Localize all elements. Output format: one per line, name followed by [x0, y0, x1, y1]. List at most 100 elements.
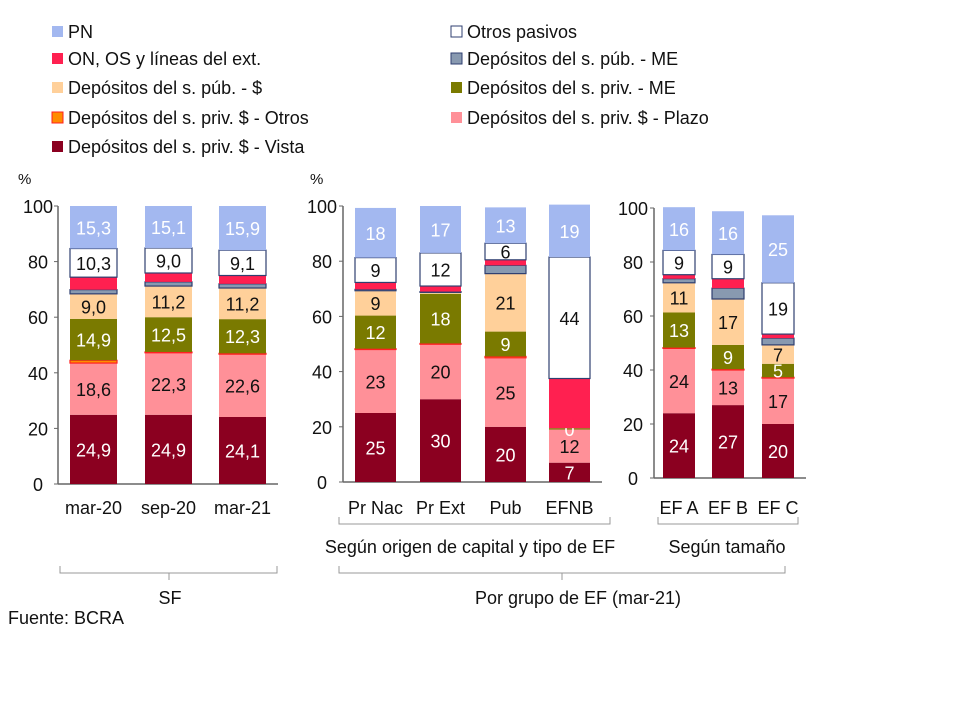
legend-label-pub_ars: Depósitos del s. púb. - $	[68, 78, 262, 98]
bar-segment-priv_vista	[70, 414, 117, 484]
bar-segment-pub_me	[69, 289, 118, 295]
y-tick-label: 80	[312, 252, 332, 272]
bar-segment-priv_me	[70, 318, 117, 361]
data-label-otros_pasivos: 9	[370, 261, 380, 281]
y-tick-label: 60	[623, 307, 643, 327]
data-label-pub_ars: 9	[370, 294, 380, 314]
data-label-priv_plazo: 18,6	[76, 380, 111, 400]
bar-segment-pub_ars	[355, 290, 396, 316]
bar-segment-priv_vista	[712, 405, 744, 478]
data-label-pub_ars: 11	[670, 289, 689, 309]
data-label-pn: 16	[718, 224, 738, 244]
bar-segment-on	[70, 277, 117, 290]
y-tick-label: 40	[623, 361, 643, 381]
y-tick-label: 0	[33, 475, 43, 495]
data-label-otros_pasivos: 9,1	[230, 254, 255, 274]
bar-segment-otros_pasivos	[548, 256, 591, 380]
data-label-priv_plazo: 23	[365, 372, 385, 392]
data-label-priv_me: 18	[430, 310, 450, 330]
data-label-priv_me: 5	[773, 362, 783, 382]
bar-segment-pn	[219, 206, 266, 251]
bar-segment-on	[355, 282, 396, 290]
data-label-priv_plazo: 20	[430, 363, 450, 383]
y-tick-label: 100	[307, 197, 337, 217]
data-label-pub_ars: 7	[773, 345, 783, 365]
bar-segment-priv_plazo	[549, 429, 590, 463]
bar-segment-priv_vista	[219, 417, 266, 484]
data-label-priv_plazo: 13	[718, 379, 738, 399]
y-axis-unit: %	[310, 171, 323, 188]
bar-segment-priv_otros	[354, 348, 397, 351]
bar-segment-priv_me	[663, 312, 695, 348]
data-label-priv_me: 12,5	[151, 326, 186, 346]
legend-swatch-pub_me	[450, 52, 463, 65]
bar-segment-priv_vista	[420, 399, 461, 482]
data-label-priv_plazo: 25	[495, 383, 515, 403]
bar-segment-pub_me	[144, 281, 193, 287]
bar-segment-on	[712, 278, 744, 289]
bar-segment-on	[663, 274, 695, 279]
bar-segment-priv_me	[145, 317, 192, 352]
bar-segment-otros_pasivos	[662, 249, 696, 276]
data-label-priv_vista: 7	[564, 463, 574, 483]
bar-segment-priv_plazo	[485, 357, 526, 427]
bar-segment-pn	[70, 206, 117, 249]
bar-segment-priv_me	[485, 331, 526, 357]
bar-segment-priv_vista	[145, 414, 192, 484]
bar-segment-on	[762, 334, 794, 339]
y-tick-label: 0	[628, 469, 638, 489]
x-tick-label: Pr Ext	[416, 498, 465, 518]
bar-segment-on	[420, 286, 461, 292]
bar-segment-priv_plazo	[663, 348, 695, 414]
data-label-priv_plazo: 22,6	[225, 377, 260, 397]
data-label-pn: 17	[430, 220, 450, 240]
bar-segment-otros_pasivos	[144, 247, 193, 274]
legend-label-priv_me: Depósitos del s. priv. - ME	[467, 78, 676, 98]
data-label-priv_vista: 24,9	[76, 440, 111, 460]
data-label-priv_plazo: 22,3	[151, 375, 186, 395]
bar-segment-priv_plazo	[762, 378, 794, 424]
legend-label-on: ON, OS y líneas del ext.	[68, 49, 261, 69]
data-label-priv_plazo: 12	[559, 437, 579, 457]
bar-segment-pn	[549, 204, 590, 258]
data-label-priv_me: 12,3	[225, 327, 260, 347]
bar-segment-otros_pasivos	[419, 252, 462, 287]
bracket-origen	[338, 517, 611, 525]
bar-segment-on	[145, 272, 192, 282]
data-label-priv_me: 9	[500, 335, 510, 355]
bar-segment-priv_me	[420, 293, 461, 344]
data-label-priv_plazo: 17	[768, 392, 788, 412]
data-label-pn: 18	[365, 224, 385, 244]
group-label-grupo: Por grupo de EF (mar-21)	[475, 588, 681, 608]
data-label-priv_me: 9	[723, 348, 733, 368]
bar-segment-on	[549, 378, 590, 429]
data-label-priv_me: 14,9	[76, 331, 111, 351]
data-label-pub_ars: 11,2	[152, 293, 186, 313]
bar-segment-priv_plazo	[420, 344, 461, 400]
sub-label-origen: Según origen de capital y tipo de EF	[325, 537, 615, 557]
data-label-priv_vista: 24	[669, 437, 689, 457]
x-tick-label: EFNB	[545, 498, 593, 518]
data-label-priv_vista: 20	[495, 445, 515, 465]
bar-segment-pn	[420, 206, 461, 253]
bar-segment-otros_pasivos	[761, 282, 795, 335]
bar-segment-pub_ars	[420, 292, 461, 294]
data-label-otros_pasivos: 10,3	[76, 254, 111, 274]
x-tick-label: Pub	[489, 498, 521, 518]
bar-segment-pn	[485, 207, 526, 244]
legend-swatch-priv_otros	[51, 111, 64, 124]
data-label-otros_pasivos: 9,0	[156, 251, 181, 271]
bar-segment-priv_vista	[762, 424, 794, 478]
bar-segment-pub_me	[484, 264, 527, 275]
data-label-pn: 16	[669, 220, 689, 240]
bar-segment-priv_otros	[419, 342, 462, 345]
bar-segment-pub_me	[218, 283, 267, 289]
bar-segment-priv_plazo	[355, 349, 396, 413]
data-label-pn: 15,9	[225, 219, 260, 239]
y-tick-label: 80	[623, 253, 643, 273]
y-tick-label: 60	[28, 308, 48, 328]
data-label-priv_me: 12	[365, 323, 385, 343]
bar-segment-on	[485, 259, 526, 266]
data-label-priv_vista: 24,1	[225, 442, 260, 462]
